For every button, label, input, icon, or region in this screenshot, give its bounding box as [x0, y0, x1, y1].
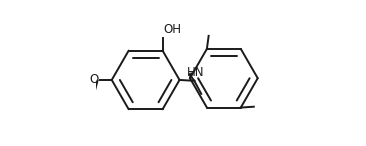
Text: HN: HN: [187, 66, 204, 79]
Text: OH: OH: [164, 23, 182, 36]
Text: O: O: [89, 73, 99, 86]
